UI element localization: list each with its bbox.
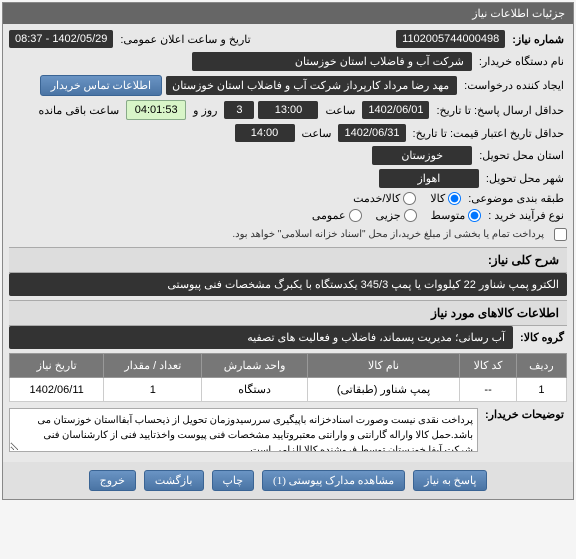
purchase-opt-medium[interactable]: متوسط — [431, 209, 482, 222]
cell-row: 1 — [516, 378, 566, 402]
row-buyer-notes: توضیحات خریدار: — [9, 408, 567, 452]
reply-button[interactable]: پاسخ به نیاز — [413, 470, 487, 491]
topic-opt-goods[interactable]: کالا — [430, 192, 461, 205]
response-deadline-label: حداقل ارسال پاسخ: تا تاریخ: — [433, 104, 567, 117]
back-button[interactable]: بازگشت — [144, 470, 204, 491]
buyer-org-label: نام دستگاه خریدار: — [476, 55, 567, 68]
buyer-notes-label: توضیحات خریدار: — [482, 408, 567, 421]
time-label-2: ساعت — [299, 127, 335, 140]
payment-checkbox[interactable] — [554, 228, 567, 241]
row-payment-note: پرداخت تمام یا بخشی از مبلغ خرید،از محل … — [9, 226, 567, 243]
province-label: استان محل تحویل: — [476, 149, 567, 162]
city-value: اهواز — [379, 169, 479, 188]
city-label: شهر محل تحویل: — [483, 172, 567, 185]
purchase-opt-minor[interactable]: جزیی — [376, 209, 417, 222]
th-name: نام کالا — [307, 354, 460, 378]
th-unit: واحد شمارش — [202, 354, 307, 378]
buyer-notes-textarea[interactable] — [9, 408, 478, 452]
payment-note: پرداخت تمام یا بخشی از مبلغ خرید،از محل … — [226, 226, 550, 243]
response-deadline-date: 1402/06/01 — [362, 101, 429, 119]
th-date: تاریخ نیاز — [10, 354, 104, 378]
validity-label: حداقل تاریخ اعتبار قیمت: تا تاریخ: — [410, 127, 567, 140]
public-announce-date: 1402/05/29 - 08:37 — [9, 30, 113, 48]
th-code: کد کالا — [460, 354, 517, 378]
need-title-value: الکترو پمپ شناور 22 کیلووات یا پمپ 345/3… — [9, 273, 567, 296]
public-announce-label: تاریخ و ساعت اعلان عمومی: — [117, 33, 253, 46]
row-province: استان محل تحویل: خوزستان — [9, 146, 567, 165]
purchase-type-label: نوع فرآیند خرید : — [485, 209, 567, 222]
request-number-label: شماره نیاز: — [509, 33, 567, 46]
row-goods-group: گروه کالا: آب رسانی؛ مدیریت پسماند، فاضل… — [9, 326, 567, 349]
print-button[interactable]: چاپ — [212, 470, 255, 491]
radio-minor[interactable] — [404, 209, 417, 222]
goods-group-label: گروه کالا: — [517, 331, 567, 344]
row-validity: حداقل تاریخ اعتبار قیمت: تا تاریخ: 1402/… — [9, 124, 567, 142]
request-number-value: 1102005744000498 — [396, 30, 505, 48]
row-request-number: شماره نیاز: 1102005744000498 تاریخ و ساع… — [9, 30, 567, 48]
footer-buttons: پاسخ به نیاز مشاهده مدارک پیوستی (1) چاپ… — [3, 462, 573, 499]
cell-unit: دستگاه — [202, 378, 307, 402]
th-qty: تعداد / مقدار — [104, 354, 202, 378]
goods-group-value: آب رسانی؛ مدیریت پسماند، فاضلاب و فعالیت… — [9, 326, 513, 349]
th-row: ردیف — [516, 354, 566, 378]
main-panel: جزئیات اطلاعات نیاز شماره نیاز: 11020057… — [2, 2, 574, 500]
validity-date: 1402/06/31 — [338, 124, 405, 142]
panel-body: شماره نیاز: 1102005744000498 تاریخ و ساع… — [3, 24, 573, 462]
remaining-label: ساعت باقی مانده — [35, 104, 122, 117]
purchase-opt-public[interactable]: عمومی — [312, 209, 362, 222]
cell-qty: 1 — [104, 378, 202, 402]
countdown-timer: 04:01:53 — [126, 100, 186, 120]
row-topic-class: طبقه بندی موضوعی: کالا کالا/خدمت — [9, 192, 567, 205]
purchase-type-options: متوسط جزیی عمومی — [312, 209, 481, 222]
time-label-1: ساعت — [322, 104, 358, 117]
buyer-contact-button[interactable]: اطلاعات تماس خریدار — [40, 75, 162, 96]
row-purchase-type: نوع فرآیند خرید : متوسط جزیی عمومی — [9, 209, 567, 222]
topic-opt-goods-service[interactable]: کالا/خدمت — [353, 192, 416, 205]
panel-title: جزئیات اطلاعات نیاز — [3, 3, 573, 24]
province-value: خوزستان — [372, 146, 472, 165]
radio-medium[interactable] — [468, 209, 481, 222]
goods-section-title: اطلاعات کالاهای مورد نیاز — [9, 300, 567, 326]
creator-value: مهد رضا مرداد کارپرداز شرکت آب و فاضلاب … — [166, 76, 457, 95]
need-title-label: شرح کلی نیاز: — [9, 247, 567, 273]
cell-date: 1402/06/11 — [10, 378, 104, 402]
table-header-row: ردیف کد کالا نام کالا واحد شمارش تعداد /… — [10, 354, 567, 378]
radio-public[interactable] — [349, 209, 362, 222]
row-response-deadline: حداقل ارسال پاسخ: تا تاریخ: 1402/06/01 س… — [9, 100, 567, 120]
row-creator: ایجاد کننده درخواست: مهد رضا مرداد کارپر… — [9, 75, 567, 96]
row-city: شهر محل تحویل: اهواز — [9, 169, 567, 188]
table-row[interactable]: 1 -- پمپ شناور (طبقاتی) دستگاه 1 1402/06… — [10, 378, 567, 402]
radio-goods-service[interactable] — [403, 192, 416, 205]
goods-table: ردیف کد کالا نام کالا واحد شمارش تعداد /… — [9, 353, 567, 402]
cell-code: -- — [460, 378, 517, 402]
topic-class-options: کالا کالا/خدمت — [353, 192, 461, 205]
row-buyer-org: نام دستگاه خریدار: شرکت آب و فاضلاب استا… — [9, 52, 567, 71]
day-label: روز و — [190, 104, 220, 117]
row-need-title: الکترو پمپ شناور 22 کیلووات یا پمپ 345/3… — [9, 273, 567, 296]
exit-button[interactable]: خروج — [89, 470, 136, 491]
validity-time: 14:00 — [235, 124, 295, 142]
radio-goods[interactable] — [448, 192, 461, 205]
buyer-org-value: شرکت آب و فاضلاب استان خوزستان — [192, 52, 472, 71]
attachments-button[interactable]: مشاهده مدارک پیوستی (1) — [262, 470, 405, 491]
days-remaining: 3 — [224, 101, 254, 119]
topic-class-label: طبقه بندی موضوعی: — [465, 192, 567, 205]
response-deadline-time: 13:00 — [258, 101, 318, 119]
creator-label: ایجاد کننده درخواست: — [461, 79, 567, 92]
cell-name: پمپ شناور (طبقاتی) — [307, 378, 460, 402]
